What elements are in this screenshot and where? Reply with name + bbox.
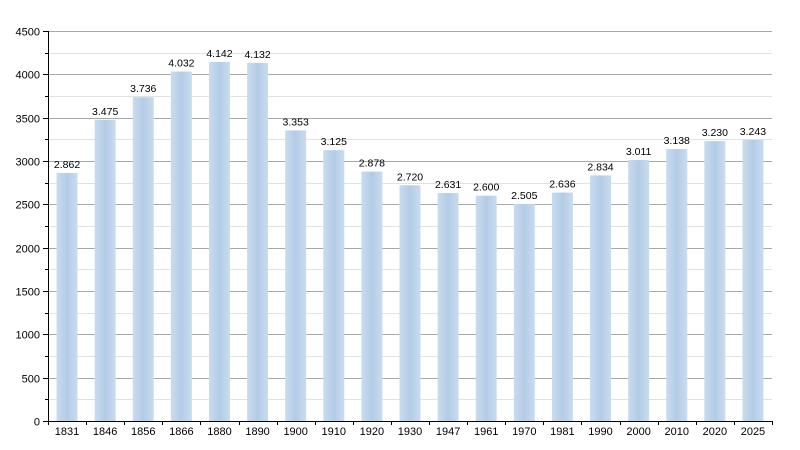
bar-1970 bbox=[513, 203, 535, 421]
bar-1910 bbox=[323, 150, 345, 421]
bar-1990 bbox=[590, 175, 612, 421]
x-tick-label: 2025 bbox=[741, 426, 765, 438]
x-tick-label: 1866 bbox=[169, 426, 193, 438]
axes: 0 500 1000 1500 2000 2500 3000 3500 4000 4500 1831… bbox=[16, 27, 773, 438]
data-labels: 2.862 3.475 3.736 4.032 4.142 4.132 3.353 3.125… bbox=[54, 48, 766, 202]
bar-1981 bbox=[551, 192, 573, 421]
bar-2000 bbox=[628, 160, 650, 421]
x-tick-label: 1856 bbox=[131, 426, 155, 438]
x-tick-label: 1961 bbox=[474, 426, 498, 438]
x-tick-label: 1910 bbox=[322, 426, 346, 438]
data-label-1930: 2.720 bbox=[397, 171, 423, 183]
data-label-1990: 2.834 bbox=[587, 161, 613, 173]
bar-1930 bbox=[399, 185, 421, 421]
y-tick-label: 0 bbox=[34, 417, 40, 429]
bar-1947 bbox=[437, 192, 459, 421]
data-label-1890: 4.132 bbox=[244, 49, 270, 61]
bar-1890 bbox=[247, 62, 269, 421]
bar-1961 bbox=[475, 195, 497, 421]
data-label-2000: 3.011 bbox=[626, 146, 652, 158]
x-tick-label: 1981 bbox=[550, 426, 574, 438]
x-tick-label: 2000 bbox=[626, 426, 650, 438]
data-label-2025: 3.243 bbox=[740, 126, 766, 138]
bar-2010 bbox=[666, 149, 688, 422]
data-label-1970: 2.505 bbox=[511, 190, 537, 202]
data-label-1831: 2.862 bbox=[54, 159, 80, 171]
x-tick-label: 1930 bbox=[398, 426, 422, 438]
x-tick-label: 1846 bbox=[93, 426, 117, 438]
y-tick-label: 4500 bbox=[16, 27, 40, 39]
x-tick-label: 1990 bbox=[588, 426, 612, 438]
x-tick-label: 1920 bbox=[360, 426, 384, 438]
y-tick-label: 3000 bbox=[16, 157, 40, 169]
data-label-2020: 3.230 bbox=[702, 127, 728, 139]
y-tick-label: 3500 bbox=[16, 114, 40, 126]
x-tick-label: 1890 bbox=[245, 426, 269, 438]
y-tick-label: 2000 bbox=[16, 244, 40, 256]
y-tick-label: 500 bbox=[22, 374, 40, 386]
bar-2020 bbox=[704, 141, 726, 422]
y-tick-label: 2500 bbox=[16, 200, 40, 212]
bar-1831 bbox=[56, 172, 78, 421]
bar-1920 bbox=[361, 171, 383, 421]
y-tick-label: 4000 bbox=[16, 70, 40, 82]
data-label-1920: 2.878 bbox=[359, 158, 385, 170]
bar-2025 bbox=[742, 139, 764, 421]
data-label-1981: 2.636 bbox=[549, 179, 575, 191]
data-label-1947: 2.631 bbox=[435, 179, 461, 191]
x-tick-label: 2010 bbox=[664, 426, 688, 438]
data-label-1856: 3.736 bbox=[130, 83, 156, 95]
x-tick-label: 1970 bbox=[512, 426, 536, 438]
x-tick-label: 1947 bbox=[436, 426, 460, 438]
y-tick-label: 1000 bbox=[16, 330, 40, 342]
x-tick-label: 1900 bbox=[283, 426, 307, 438]
x-tick-label: 2020 bbox=[703, 426, 727, 438]
bar-1900 bbox=[285, 130, 307, 421]
data-label-1900: 3.353 bbox=[283, 116, 309, 128]
bars bbox=[56, 62, 764, 422]
x-tick-label: 1880 bbox=[207, 426, 231, 438]
bar-1856 bbox=[132, 97, 154, 422]
data-label-1866: 4.032 bbox=[168, 58, 194, 70]
data-label-1910: 3.125 bbox=[321, 136, 347, 148]
y-tick-label: 1500 bbox=[16, 287, 40, 299]
x-tick-label: 1831 bbox=[55, 426, 79, 438]
bar-1880 bbox=[208, 62, 230, 421]
bar-1866 bbox=[170, 71, 192, 421]
bar-1846 bbox=[94, 119, 116, 421]
data-label-1880: 4.142 bbox=[206, 48, 232, 60]
data-label-1846: 3.475 bbox=[92, 106, 118, 118]
data-label-2010: 3.138 bbox=[664, 135, 690, 147]
data-label-1961: 2.600 bbox=[473, 182, 499, 194]
